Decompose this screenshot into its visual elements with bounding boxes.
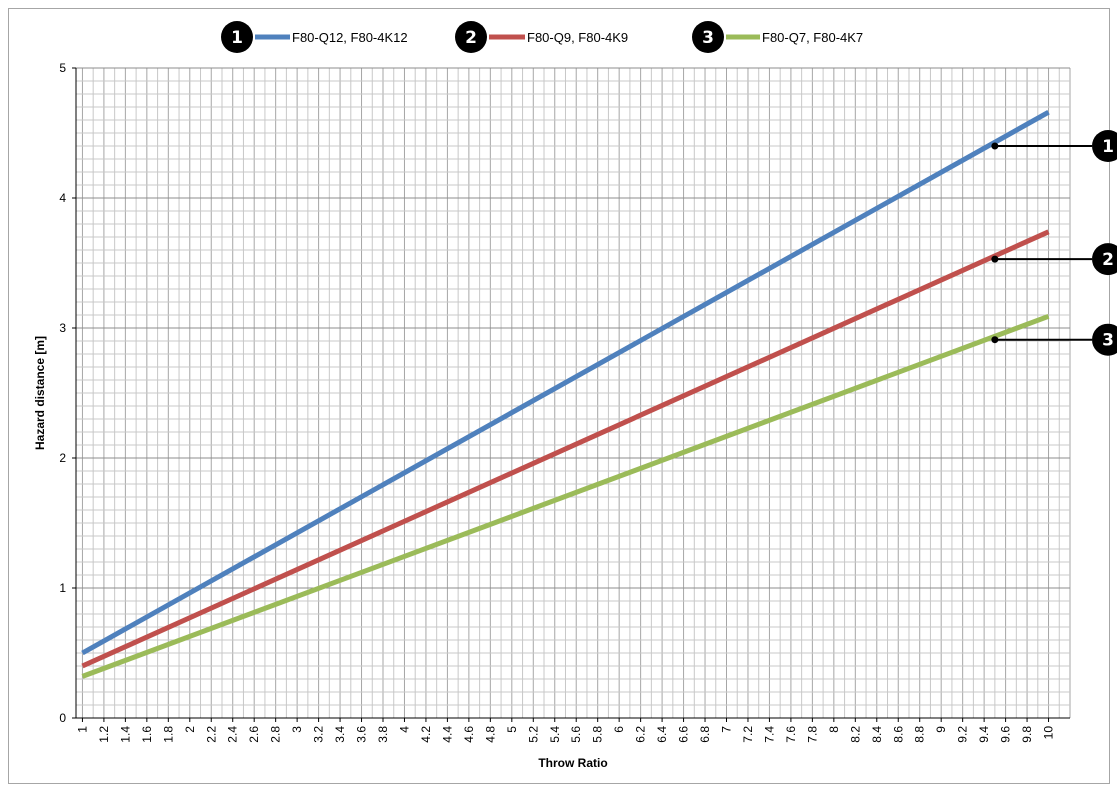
x-tick-label: 3.6 xyxy=(355,726,369,743)
x-axis-title: Throw Ratio xyxy=(538,756,607,770)
callout-badge-number: 2 xyxy=(1102,250,1114,270)
x-tick-label: 7.4 xyxy=(762,726,776,743)
chart-frame xyxy=(8,8,1110,784)
x-tick-label: 10 xyxy=(1042,726,1056,740)
x-tick-label: 4.6 xyxy=(462,726,476,743)
x-tick-label: 4.2 xyxy=(419,726,433,743)
callout-badge-2 xyxy=(1092,243,1117,276)
legend-badge-3 xyxy=(692,21,724,53)
x-tick-label: 5.4 xyxy=(548,726,562,743)
x-tick-label: 1.4 xyxy=(118,726,132,743)
x-tick-label: 6.8 xyxy=(698,726,712,743)
series-line-2 xyxy=(81,229,1050,669)
callout-badge-number: 1 xyxy=(1102,137,1114,157)
x-tick-label: 2.8 xyxy=(269,726,283,743)
callout-badge-1 xyxy=(1092,130,1117,162)
x-tick-label: 5.6 xyxy=(569,726,583,743)
x-tick-label: 8.4 xyxy=(870,726,884,743)
x-tick-label: 2 xyxy=(183,726,197,733)
legend-badge-number: 3 xyxy=(702,28,714,48)
y-axis-title: Hazard distance [m] xyxy=(33,336,47,450)
x-tick-label: 1 xyxy=(75,726,89,733)
x-tick-label: 7.8 xyxy=(805,726,819,743)
legend-label-1: F80-Q12, F80-4K12 xyxy=(292,30,408,45)
y-tick-label: 3 xyxy=(59,321,66,335)
x-tick-label: 3 xyxy=(290,726,304,733)
x-tick-label: 8 xyxy=(827,726,841,733)
x-tick-label: 1.2 xyxy=(97,726,111,743)
callout-badge-number: 3 xyxy=(1102,331,1114,351)
series-line-3 xyxy=(81,313,1050,679)
x-tick-label: 5.8 xyxy=(591,726,605,743)
legend-badge-1 xyxy=(221,21,253,53)
callout-badge-3 xyxy=(1092,323,1117,356)
x-tick-label: 1.6 xyxy=(140,726,154,743)
x-tick-label: 7.6 xyxy=(784,726,798,743)
x-tick-label: 1.8 xyxy=(161,726,175,743)
x-tick-label: 7.2 xyxy=(741,726,755,743)
x-tick-label: 6.6 xyxy=(677,726,691,743)
x-tick-label: 4.4 xyxy=(440,726,454,743)
x-tick-label: 6.2 xyxy=(634,726,648,743)
x-tick-label: 8.2 xyxy=(848,726,862,743)
x-tick-label: 2.2 xyxy=(204,726,218,743)
x-tick-label: 8.6 xyxy=(891,726,905,743)
x-tick-label: 9.2 xyxy=(956,726,970,743)
x-tick-label: 5.2 xyxy=(526,726,540,743)
x-tick-label: 7 xyxy=(720,726,734,733)
x-tick-label: 9.8 xyxy=(1020,726,1034,743)
x-tick-label: 2.4 xyxy=(226,726,240,743)
x-tick-label: 6 xyxy=(612,726,626,733)
callout-dot-2 xyxy=(991,255,999,263)
x-tick-label: 5 xyxy=(505,726,519,733)
callout-dot-1 xyxy=(991,142,999,150)
y-tick-label: 2 xyxy=(59,451,66,465)
y-tick-label: 0 xyxy=(59,711,66,725)
x-tick-label: 3.8 xyxy=(376,726,390,743)
x-tick-label: 2.6 xyxy=(247,726,261,743)
y-tick-label: 4 xyxy=(59,191,66,205)
x-tick-label: 8.8 xyxy=(913,726,927,743)
series-line-1 xyxy=(81,110,1050,656)
x-tick-label: 3.2 xyxy=(312,726,326,743)
x-tick-label: 3.4 xyxy=(333,726,347,743)
legend-badge-number: 1 xyxy=(231,28,243,48)
x-tick-label: 4 xyxy=(397,726,411,733)
x-tick-label: 9.6 xyxy=(999,726,1013,743)
y-tick-label: 1 xyxy=(59,581,66,595)
legend-label-2: F80-Q9, F80-4K9 xyxy=(527,30,628,45)
x-tick-label: 4.8 xyxy=(483,726,497,743)
y-tick-label: 5 xyxy=(59,61,66,75)
legend-label-3: F80-Q7, F80-4K7 xyxy=(762,30,863,45)
x-tick-label: 9 xyxy=(934,726,948,733)
x-tick-label: 6.4 xyxy=(655,726,669,743)
callout-dot-3 xyxy=(991,336,999,344)
x-tick-label: 9.4 xyxy=(977,726,991,743)
legend-badge-number: 2 xyxy=(465,28,477,48)
legend-badge-2 xyxy=(455,21,487,53)
